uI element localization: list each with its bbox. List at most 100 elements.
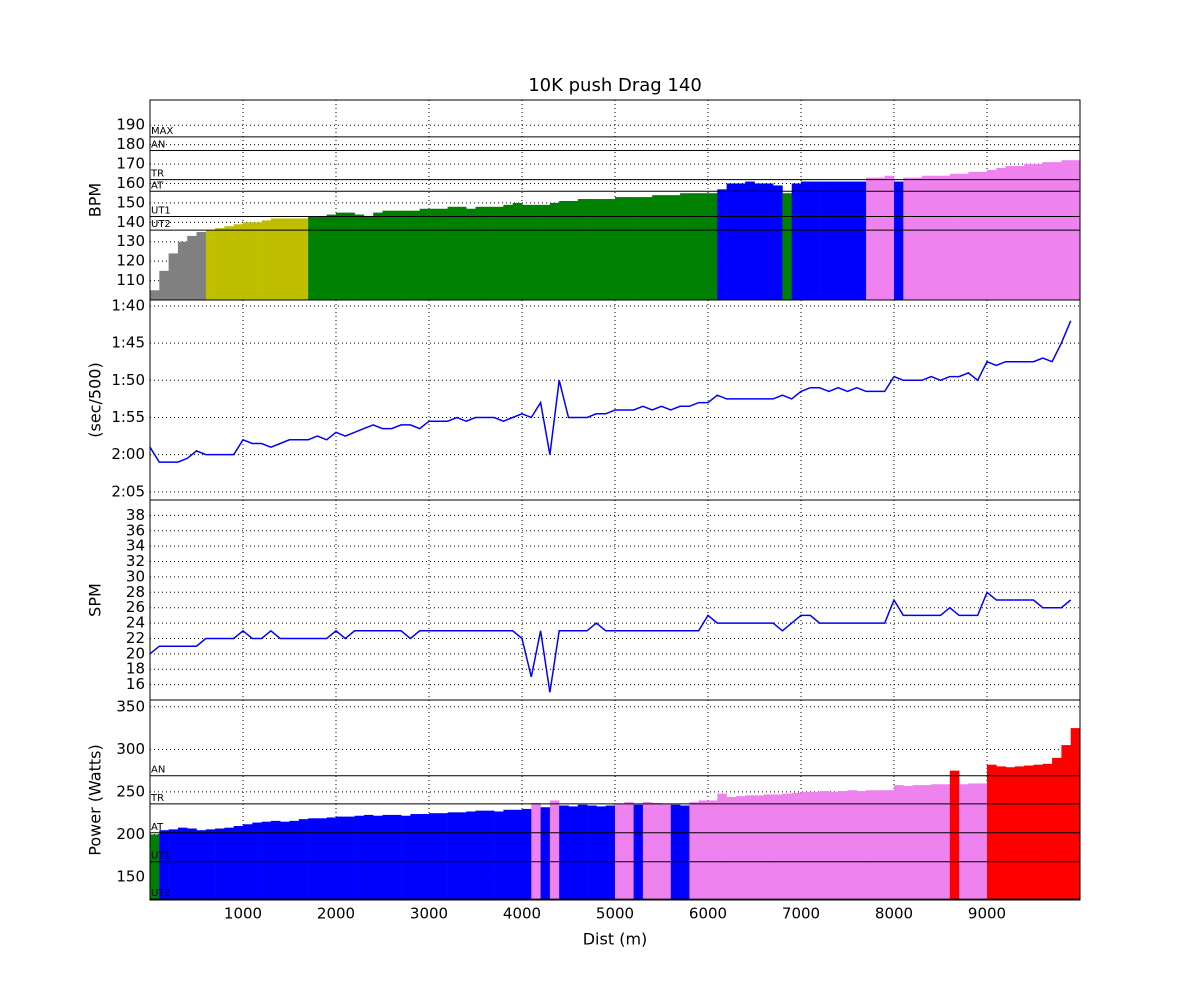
y-tick-label: 2:00 <box>111 445 145 463</box>
bar <box>484 810 495 900</box>
y-axis-label: SPM <box>86 583 105 617</box>
bar <box>596 199 606 300</box>
y-tick-label: 1:40 <box>111 296 145 314</box>
y-tick-label: 190 <box>116 116 145 134</box>
bar <box>782 193 792 300</box>
bar <box>503 204 513 300</box>
zone-label: MAX <box>151 126 173 137</box>
y-tick-label: 170 <box>116 155 145 173</box>
y-tick-label: 38 <box>126 506 145 524</box>
bar <box>661 803 672 900</box>
y-tick-label: 28 <box>126 583 145 601</box>
y-tick-label: 2:05 <box>111 482 145 500</box>
bar <box>847 181 858 300</box>
zone-label: UT1 <box>151 206 171 217</box>
bar <box>354 815 365 900</box>
bar <box>345 212 355 300</box>
bar <box>791 183 802 300</box>
bar <box>336 816 346 900</box>
bar <box>959 173 969 300</box>
bar <box>475 206 486 300</box>
bar <box>624 802 634 900</box>
y-tick-label: 20 <box>126 644 145 662</box>
bar <box>940 175 951 300</box>
bar <box>689 802 699 900</box>
bar <box>280 821 290 900</box>
bar <box>187 828 197 900</box>
bar <box>987 169 997 300</box>
zone-label: AT <box>151 180 164 191</box>
bar <box>819 791 830 900</box>
bar <box>531 802 541 900</box>
bar <box>429 813 439 900</box>
y-tick-label: 140 <box>116 213 145 231</box>
bar <box>708 193 718 300</box>
bar <box>317 216 327 300</box>
bar <box>754 183 765 300</box>
bar <box>577 804 588 900</box>
bar <box>419 814 430 900</box>
x-tick-label: 3000 <box>410 905 448 923</box>
bar <box>382 210 393 300</box>
bar <box>642 802 653 900</box>
bar <box>652 195 662 300</box>
bar <box>949 770 960 900</box>
y-tick-label: 180 <box>116 135 145 153</box>
bar <box>289 218 300 300</box>
y-tick-label: 250 <box>116 782 145 800</box>
bar <box>661 195 672 300</box>
bar <box>159 830 169 900</box>
bar <box>745 181 755 300</box>
bar <box>949 173 960 300</box>
bar <box>782 793 792 900</box>
bar <box>438 813 448 900</box>
x-tick-label: 2000 <box>317 905 355 923</box>
bar <box>577 199 588 300</box>
bar <box>308 216 318 300</box>
bar <box>1070 728 1081 900</box>
bar <box>233 224 244 300</box>
y-tick-label: 18 <box>126 660 145 678</box>
bar <box>791 792 802 900</box>
y-tick-label: 1:50 <box>111 371 145 389</box>
line <box>149 591 1072 693</box>
bar <box>261 821 272 900</box>
zone-label: AN <box>151 139 165 150</box>
y-axis-label: (sec/500) <box>86 362 105 437</box>
bar <box>698 193 709 300</box>
bar <box>522 204 532 300</box>
bar <box>298 218 309 300</box>
bar <box>345 816 355 900</box>
x-tick-label: 6000 <box>689 905 727 923</box>
bar <box>838 181 848 300</box>
bar <box>680 805 690 900</box>
bar <box>670 804 681 900</box>
bar <box>894 785 904 900</box>
bar <box>512 809 523 900</box>
bar <box>1042 162 1053 300</box>
y-tick-label: 350 <box>116 697 145 715</box>
bar <box>568 806 579 900</box>
bar <box>410 814 420 900</box>
bar <box>466 208 476 300</box>
bar <box>298 819 309 900</box>
bar <box>205 230 216 300</box>
x-tick-label: 7000 <box>782 905 820 923</box>
bar <box>652 802 662 900</box>
bar <box>494 206 504 300</box>
x-tick-label: 1000 <box>224 905 262 923</box>
bar <box>326 214 337 300</box>
bar <box>977 171 988 300</box>
bar <box>168 829 179 900</box>
x-axis-label: Dist (m) <box>583 930 648 949</box>
bar <box>866 177 876 300</box>
y-tick-label: 24 <box>126 614 145 632</box>
bar <box>894 181 904 300</box>
bar <box>940 784 951 900</box>
y-tick-label: 110 <box>116 271 145 289</box>
y-tick-label: 36 <box>126 521 145 539</box>
bar <box>801 181 811 300</box>
bar <box>354 214 365 300</box>
zone-label: TR <box>150 169 164 180</box>
bar <box>717 793 727 900</box>
